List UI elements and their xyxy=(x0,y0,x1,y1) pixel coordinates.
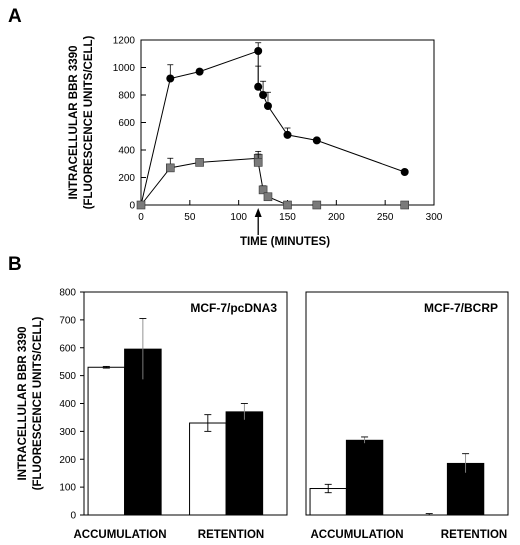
y-axis-title: INTRACELLULAR BBR 3390 xyxy=(17,327,29,481)
y-tick-label: 600 xyxy=(59,343,76,354)
y-tick-label: 200 xyxy=(118,173,135,184)
series-1-point xyxy=(283,130,292,139)
panel-a-letter: A xyxy=(8,6,22,27)
series-1-point xyxy=(259,91,268,99)
y-axis-title-units: (FLUORESCENCE UNITS/CELL) xyxy=(32,316,44,490)
x-tick-label: 300 xyxy=(426,212,443,223)
series-line-1 xyxy=(140,50,405,206)
series-2-point xyxy=(283,200,292,210)
x-axis-title: TIME (MINUTES) xyxy=(240,236,330,248)
series-2-point xyxy=(195,158,204,167)
subpanel-title: MCF-7/BCRP xyxy=(424,301,498,315)
panel-b-pcdna3-chart: 0 100 200 300 400 500 600 700 800 INTRACELLULAR B… xyxy=(17,288,288,541)
bar-retention-open xyxy=(189,422,227,516)
series-line-2 xyxy=(140,157,405,206)
y-tick-label: 1000 xyxy=(113,63,136,74)
series-2-point xyxy=(263,192,273,202)
y-tick-label: 1200 xyxy=(113,36,136,47)
x-tick-label: 50 xyxy=(184,212,196,223)
y-tick-label: 100 xyxy=(59,483,76,494)
series-1-point xyxy=(254,82,263,91)
category-label-retention: RETENTION xyxy=(441,529,507,541)
y-tick-label: 800 xyxy=(59,288,76,299)
x-tick-label: 200 xyxy=(328,212,345,223)
series-1-point xyxy=(195,67,204,76)
y-tick-label: 0 xyxy=(70,511,76,522)
x-tick-label: 150 xyxy=(279,212,296,223)
category-label-accumulation: ACCUMULATION xyxy=(73,529,166,541)
y-axis-title-units: (FLUORESCENCE UNITS/CELL) xyxy=(83,35,95,209)
series-2-point xyxy=(136,200,146,210)
bar-retention-filled xyxy=(225,411,264,516)
plot-frame xyxy=(140,39,435,206)
series-1-point xyxy=(166,74,175,83)
series-1-point xyxy=(400,168,409,176)
series-2-point xyxy=(166,163,175,173)
category-label-accumulation: ACCUMULATION xyxy=(310,529,403,541)
series-1-point xyxy=(263,102,272,110)
panel-b-bcrp-chart: MCF-7/BCRP ACCUMULATION RETENTION xyxy=(305,291,509,541)
y-tick-label: 800 xyxy=(118,91,135,102)
y-tick-label: 200 xyxy=(59,455,76,466)
bar-accumulation-filled xyxy=(345,439,384,516)
plot-frame xyxy=(305,291,509,516)
series-2-point xyxy=(400,200,410,210)
y-tick-label: 600 xyxy=(118,118,135,129)
y-tick-label: 300 xyxy=(59,427,76,438)
series-2-point xyxy=(258,185,268,195)
x-tick-label: 250 xyxy=(377,212,394,223)
series-1-point xyxy=(254,47,263,55)
series-2-point xyxy=(312,200,322,210)
series-1-point xyxy=(312,136,321,145)
panel-a-chart: 0 200 400 600 800 1000 1200 0 50 100 150 200 250 300 I… xyxy=(68,35,443,248)
y-tick-label: 500 xyxy=(59,371,76,382)
y-tick-label: 400 xyxy=(59,399,76,410)
panel-b-letter: B xyxy=(8,254,22,275)
x-tick-label: 100 xyxy=(230,212,247,223)
y-axis-title: INTRACELLULAR BBR 3390 xyxy=(68,46,80,200)
category-label-retention: RETENTION xyxy=(198,529,264,541)
y-tick-label: 0 xyxy=(129,201,135,212)
y-tick-label: 400 xyxy=(118,146,135,157)
series-2-point xyxy=(253,158,263,167)
y-tick-label: 700 xyxy=(59,315,76,326)
bar-accumulation-open xyxy=(87,366,126,516)
x-tick-label: 0 xyxy=(138,212,144,223)
arrow-head xyxy=(254,208,262,217)
subpanel-title: MCF-7/pcDNA3 xyxy=(190,301,277,315)
